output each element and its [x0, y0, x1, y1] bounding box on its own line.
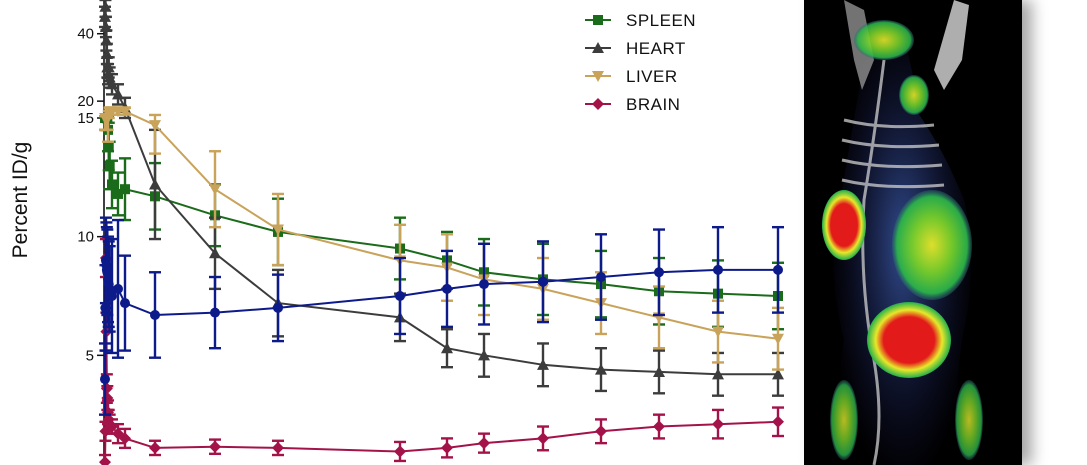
data-point [120, 298, 130, 309]
data-point [596, 272, 606, 283]
data-point [772, 368, 784, 380]
legend-item-brain: BRAIN [585, 95, 680, 114]
uptake-region [892, 190, 972, 300]
data-point [441, 441, 453, 454]
line-chart: 20 40 5 10 15 SPLEEN HEART LIVER BRAIN Percent … [9, 0, 784, 465]
series-heart [99, 0, 784, 397]
data-point [272, 224, 284, 236]
data-point [441, 342, 453, 354]
legend-label: SPLEEN [626, 11, 696, 30]
uptake-region [830, 380, 858, 460]
uptake-region [899, 75, 929, 115]
y-axis-label: Percent ID/g [9, 142, 32, 259]
series-blue_unlabeled [99, 216, 784, 416]
data-point [119, 106, 131, 118]
legend-item-spleen: SPLEEN [585, 11, 696, 30]
legend-label: BRAIN [626, 95, 680, 114]
y-tick-label: 40 [77, 26, 94, 43]
axes: 20 40 5 10 15 [77, 0, 105, 465]
data-point [273, 302, 283, 313]
data-point [712, 368, 724, 380]
data-point [593, 15, 603, 25]
data-point [100, 374, 110, 385]
data-point [210, 307, 220, 318]
y-tick-label: 5 [86, 347, 94, 364]
data-point [113, 188, 123, 199]
series-line [104, 6, 778, 376]
data-point [442, 283, 452, 294]
data-point [99, 456, 111, 465]
data-point [538, 276, 548, 287]
data-point [394, 445, 406, 458]
data-point [773, 264, 783, 275]
arm-bone [934, 0, 969, 90]
data-point [537, 432, 549, 445]
series-line [105, 117, 779, 297]
y-tick-label: 20 [77, 93, 94, 110]
data-point [653, 365, 665, 377]
series-layer [99, 0, 784, 465]
scan-illustration [804, 0, 1022, 465]
data-point [99, 0, 112, 12]
data-point [592, 42, 604, 53]
data-point [120, 184, 130, 195]
legend-label: HEART [626, 39, 686, 58]
data-point [595, 425, 607, 438]
data-point [478, 349, 490, 361]
data-point [113, 283, 123, 294]
data-point [272, 441, 284, 454]
spine [841, 59, 945, 465]
data-point [537, 358, 549, 370]
data-point [478, 437, 490, 450]
data-point [149, 441, 161, 454]
legend-item-heart: HEART [585, 39, 686, 58]
series-brain [99, 237, 784, 465]
data-point [654, 267, 664, 278]
data-point [772, 415, 784, 428]
data-point [772, 333, 784, 345]
pet-ct-scan-image [804, 0, 1022, 465]
data-point [209, 247, 221, 259]
data-point [107, 179, 117, 190]
uptake-region [955, 380, 983, 460]
hot-spot-spleen [822, 190, 866, 260]
y-tick-label: 15 [77, 110, 94, 127]
data-point [713, 264, 723, 275]
y-tick-label: 10 [77, 229, 94, 246]
data-point [150, 309, 160, 320]
data-point [209, 440, 221, 453]
data-point [712, 418, 724, 431]
data-point [479, 279, 489, 290]
data-point [209, 184, 221, 196]
legend-item-liver: LIVER [585, 67, 678, 86]
series-spleen [99, 113, 784, 331]
data-point [149, 178, 161, 190]
data-point [107, 291, 117, 301]
series-line [104, 260, 778, 380]
data-point [149, 120, 161, 132]
data-point [119, 432, 131, 445]
legend-label: LIVER [626, 67, 678, 86]
hot-spot-bladder [867, 302, 951, 378]
data-point [712, 326, 724, 338]
data-point [595, 363, 607, 375]
legend: SPLEEN HEART LIVER BRAIN [585, 11, 696, 114]
data-point [395, 291, 405, 301]
data-point [592, 71, 604, 82]
data-point [592, 98, 604, 110]
data-point [104, 160, 115, 171]
series-line [105, 110, 779, 340]
data-point [653, 420, 665, 433]
uptake-region [854, 20, 914, 60]
